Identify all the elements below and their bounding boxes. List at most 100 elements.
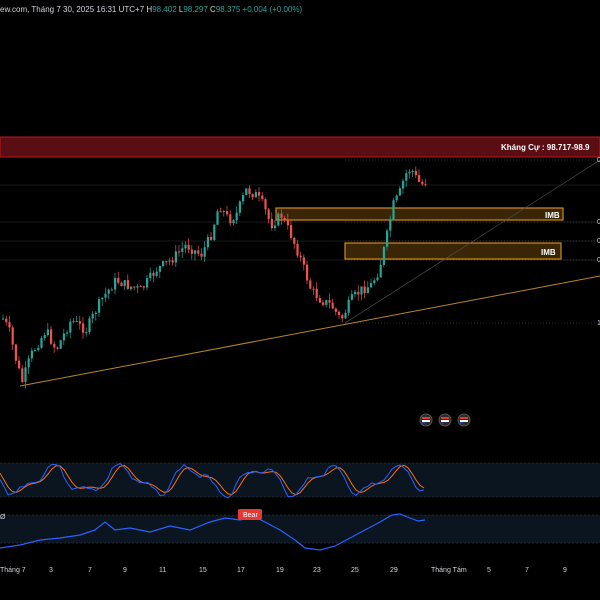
- candle-body: [162, 261, 165, 267]
- time-axis-label: 9: [123, 567, 127, 574]
- stochastic-k-line: [0, 462, 425, 499]
- time-axis-label: 15: [199, 567, 207, 574]
- price-axis: 0 0 0 0 1: [597, 157, 600, 327]
- candle-body: [152, 272, 155, 276]
- candle-body: [130, 286, 133, 289]
- rsi-pane[interactable]: Ø Bear: [0, 509, 600, 551]
- candle-body: [181, 248, 184, 252]
- candle-body: [366, 287, 369, 294]
- candle-body: [120, 282, 123, 287]
- time-axis-label: 25: [351, 567, 359, 574]
- candle-body: [283, 218, 286, 220]
- candle-body: [386, 230, 389, 247]
- time-axis[interactable]: Tháng 7 3 7 9 11 15 17 19 23 25 29 Tháng Tám 5 7 9: [0, 567, 567, 574]
- candle-body: [206, 236, 209, 248]
- candle-body: [194, 250, 197, 254]
- candle-body: [315, 288, 318, 299]
- candle-body: [200, 253, 203, 257]
- channel-trendline[interactable]: [344, 159, 600, 324]
- candle-body: [238, 201, 241, 213]
- candle-body: [424, 184, 427, 186]
- candle-body: [91, 313, 94, 319]
- candle-body: [302, 257, 305, 265]
- candle-body: [216, 211, 219, 225]
- candle-body: [146, 278, 149, 288]
- time-axis-label: Tháng 7: [0, 567, 26, 574]
- candle-body: [210, 236, 213, 240]
- candle-body: [389, 219, 392, 231]
- svg-text:Bear: Bear: [243, 512, 258, 519]
- candle-body: [341, 315, 344, 319]
- time-axis-label: 17: [237, 567, 245, 574]
- candle-body: [414, 170, 417, 176]
- candle-body: [30, 350, 33, 359]
- candle-body: [392, 200, 395, 220]
- support-trendline[interactable]: [19, 275, 600, 387]
- candle-body: [299, 255, 302, 258]
- resistance-zone[interactable]: [0, 136, 600, 158]
- axis-label: 0: [597, 257, 600, 264]
- candlestick-series: [2, 166, 427, 389]
- candle-body: [165, 261, 168, 263]
- candle-body: [382, 246, 385, 265]
- candle-body: [309, 280, 312, 289]
- candle-body: [46, 329, 49, 336]
- candle-body: [354, 291, 357, 295]
- candle-body: [75, 321, 78, 323]
- high-value: H98.402: [146, 5, 177, 14]
- candle-body: [286, 219, 289, 226]
- flag-icon[interactable]: [419, 413, 433, 427]
- candle-body: [56, 347, 59, 349]
- candle-body: [338, 311, 341, 316]
- candle-body: [139, 286, 142, 288]
- candle-body: [158, 266, 161, 272]
- stochastic-d-line: [0, 464, 425, 496]
- imb-box-upper[interactable]: IMB: [275, 207, 564, 221]
- candle-body: [126, 280, 129, 289]
- candle-body: [14, 344, 17, 361]
- time-axis-label: 5: [487, 567, 491, 574]
- candle-body: [274, 225, 277, 229]
- candle-body: [344, 312, 347, 319]
- candle-body: [277, 213, 280, 226]
- flag-icon[interactable]: [457, 413, 471, 427]
- candle-body: [114, 277, 117, 290]
- imb-box-lower[interactable]: IMB: [344, 242, 562, 260]
- price-grid: [0, 184, 600, 261]
- candle-body: [37, 347, 40, 351]
- candle-body: [421, 181, 424, 185]
- candle-body: [190, 249, 193, 254]
- candle-body: [53, 343, 56, 348]
- candle-body: [418, 175, 421, 182]
- candle-body: [328, 300, 331, 303]
- candle-body: [402, 180, 405, 189]
- candle-body: [229, 214, 232, 224]
- candle-body: [62, 333, 65, 341]
- candle-body: [24, 367, 27, 383]
- candle-body: [155, 271, 158, 276]
- stochastic-pane[interactable]: [0, 462, 600, 499]
- ohlc-legend: ew.com, Tháng 7 30, 2025 16:31 UTC+7 H98…: [0, 5, 302, 14]
- candle-body: [34, 350, 37, 352]
- flag-icon[interactable]: [438, 413, 452, 427]
- candle-body: [78, 321, 81, 324]
- candle-body: [149, 272, 152, 279]
- close-value: C98.375: [210, 5, 241, 14]
- candle-body: [226, 211, 229, 215]
- candle-body: [251, 194, 254, 198]
- time-axis-label: 23: [313, 567, 321, 574]
- candle-body: [242, 195, 245, 202]
- candle-body: [174, 251, 177, 263]
- chart-source-text: ew.com, Tháng 7 30, 2025 16:31 UTC+7: [0, 5, 145, 14]
- candle-body: [296, 243, 299, 256]
- candle-body: [322, 302, 325, 305]
- resistance-label: Kháng Cự : 98.717-98.9: [501, 143, 590, 152]
- candle-body: [270, 218, 273, 229]
- candle-body: [258, 192, 261, 196]
- candle-body: [5, 318, 8, 323]
- candle-body: [312, 288, 315, 290]
- economic-events[interactable]: [419, 413, 471, 427]
- candle-body: [395, 195, 398, 201]
- candle-body: [280, 213, 283, 219]
